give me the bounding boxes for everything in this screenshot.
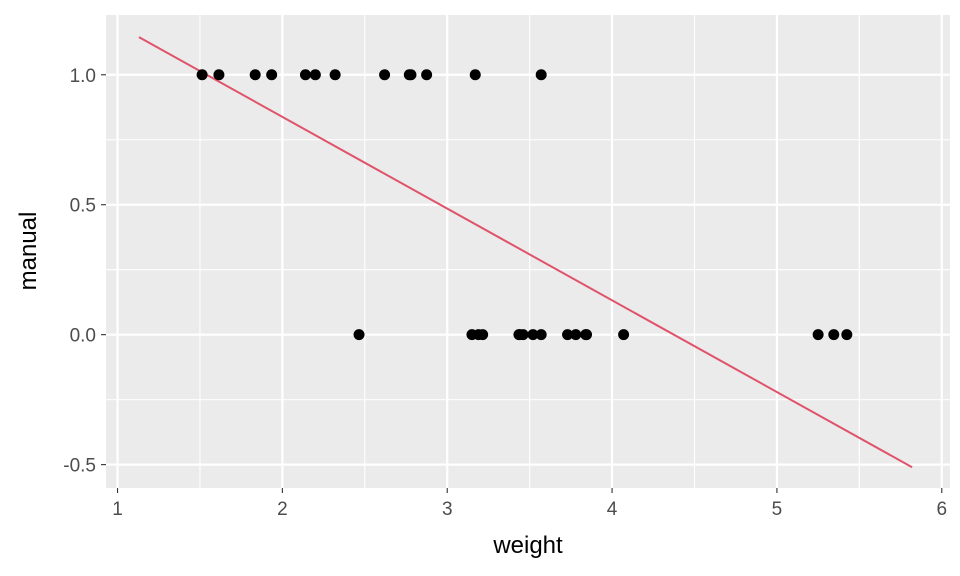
data-point — [309, 69, 321, 81]
y-axis-title: manual — [15, 212, 42, 291]
x-tick-label: 1 — [112, 499, 123, 520]
data-point — [421, 69, 433, 81]
x-tick-label: 4 — [607, 499, 618, 520]
data-point — [618, 329, 630, 341]
y-tick-label: 0.5 — [70, 196, 96, 217]
y-tick-label: 0.0 — [70, 326, 96, 347]
x-tick-label: 6 — [936, 499, 947, 520]
data-point — [299, 69, 311, 81]
data-point — [477, 329, 489, 341]
data-point — [266, 69, 278, 81]
fit-line-group — [138, 36, 913, 469]
fit-line — [138, 36, 913, 469]
data-point — [841, 329, 853, 341]
data-point — [527, 329, 539, 341]
data-point — [353, 329, 365, 341]
data-point — [469, 69, 481, 81]
x-axis-title: weight — [492, 532, 563, 559]
y-tick-label: -0.5 — [63, 456, 96, 477]
data-point — [828, 329, 840, 341]
data-point — [812, 329, 824, 341]
data-points — [196, 69, 853, 341]
data-point — [535, 329, 547, 341]
grid-minor — [106, 15, 950, 488]
data-point — [213, 69, 225, 81]
x-tick-label: 5 — [772, 499, 783, 520]
y-axis: -0.5 0.0 0.5 1.0 — [63, 66, 106, 477]
data-point — [517, 329, 529, 341]
data-point — [581, 329, 593, 341]
x-tick-label: 3 — [442, 499, 453, 520]
data-point — [379, 69, 391, 81]
y-tick-label: 1.0 — [70, 66, 96, 87]
data-point — [329, 69, 341, 81]
data-point — [535, 69, 547, 81]
x-tick-label: 2 — [277, 499, 288, 520]
data-point — [196, 69, 208, 81]
data-point — [249, 69, 261, 81]
data-point — [405, 69, 417, 81]
grid-major — [106, 15, 950, 488]
data-point — [562, 329, 574, 341]
x-axis: 1 2 3 4 5 6 — [112, 488, 947, 520]
data-point — [570, 329, 582, 341]
